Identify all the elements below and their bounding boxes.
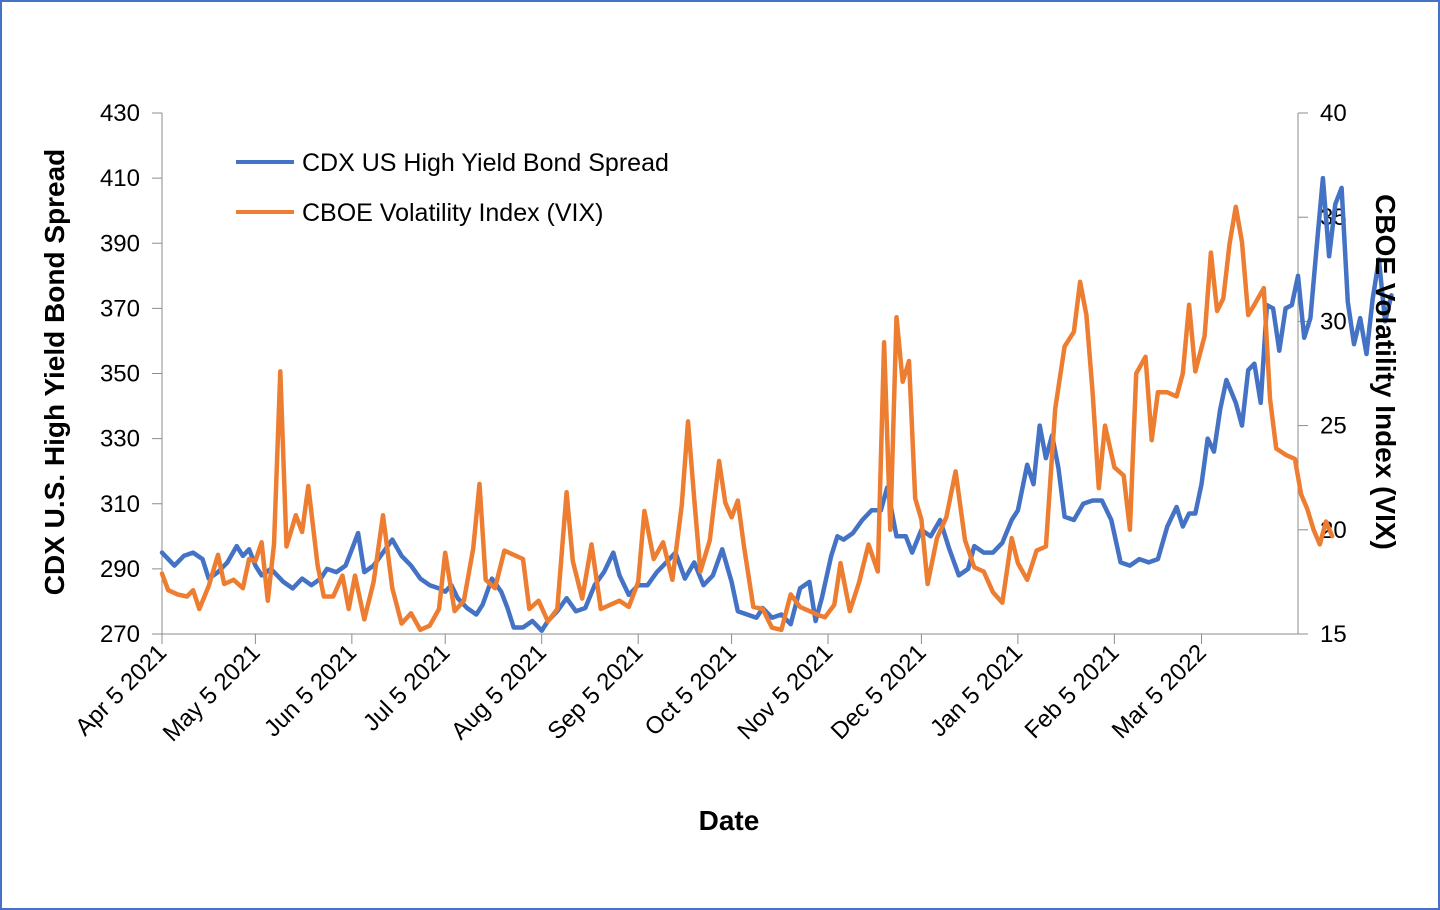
legend-label-vix: CBOE Volatility Index (VIX) [302, 199, 604, 227]
x-tick-label: Jun 5 2021 [259, 639, 362, 742]
left-y-ticks: 270 290 310 330 350 370 390 410 430 [100, 100, 162, 648]
x-tick-label: Apr 5 2021 [70, 639, 172, 741]
cdx-spread-line [159, 175, 1394, 633]
right-y-tick-label: 15 [1320, 621, 1347, 648]
left-y-tick-label: 370 [100, 295, 140, 322]
x-tick-label: Nov 5 2021 [732, 639, 838, 745]
x-tick-label: Jan 5 2021 [925, 639, 1028, 742]
legend-label-cdx: CDX US High Yield Bond Spread [302, 149, 669, 177]
axes [161, 113, 1299, 635]
series-layer [159, 175, 1394, 633]
right-y-tick-label: 30 [1320, 308, 1347, 335]
x-tick-label: May 5 2021 [158, 639, 266, 747]
left-y-tick-label: 290 [100, 556, 140, 583]
left-y-tick-label: 390 [100, 230, 140, 257]
left-y-tick-label: 430 [100, 100, 140, 127]
right-y-axis-title: CBOE Volatility Index (VIX) [1370, 194, 1401, 550]
left-y-tick-label: 330 [100, 426, 140, 453]
x-tick-label: Mar 5 2022 [1107, 639, 1212, 744]
right-y-tick-label: 40 [1320, 100, 1347, 127]
x-tick-label: Oct 5 2021 [640, 639, 742, 741]
x-tick-label: Jul 5 2021 [358, 639, 455, 736]
x-tick-label: Sep 5 2021 [543, 639, 649, 745]
right-y-tick-label: 25 [1320, 413, 1347, 440]
x-axis-title: Date [699, 805, 760, 836]
left-y-tick-label: 270 [100, 621, 140, 648]
legend: CDX US High Yield Bond Spread CBOE Volat… [236, 149, 669, 227]
x-tick-label: Dec 5 2021 [826, 639, 932, 745]
left-y-tick-label: 310 [100, 491, 140, 518]
left-y-tick-label: 410 [100, 165, 140, 192]
left-y-tick-label: 350 [100, 361, 140, 388]
x-tick-label: Aug 5 2021 [446, 639, 552, 745]
vix-line [159, 204, 1335, 633]
left-y-axis-title: CDX U.S. High Yield Bond Spread [39, 149, 70, 596]
